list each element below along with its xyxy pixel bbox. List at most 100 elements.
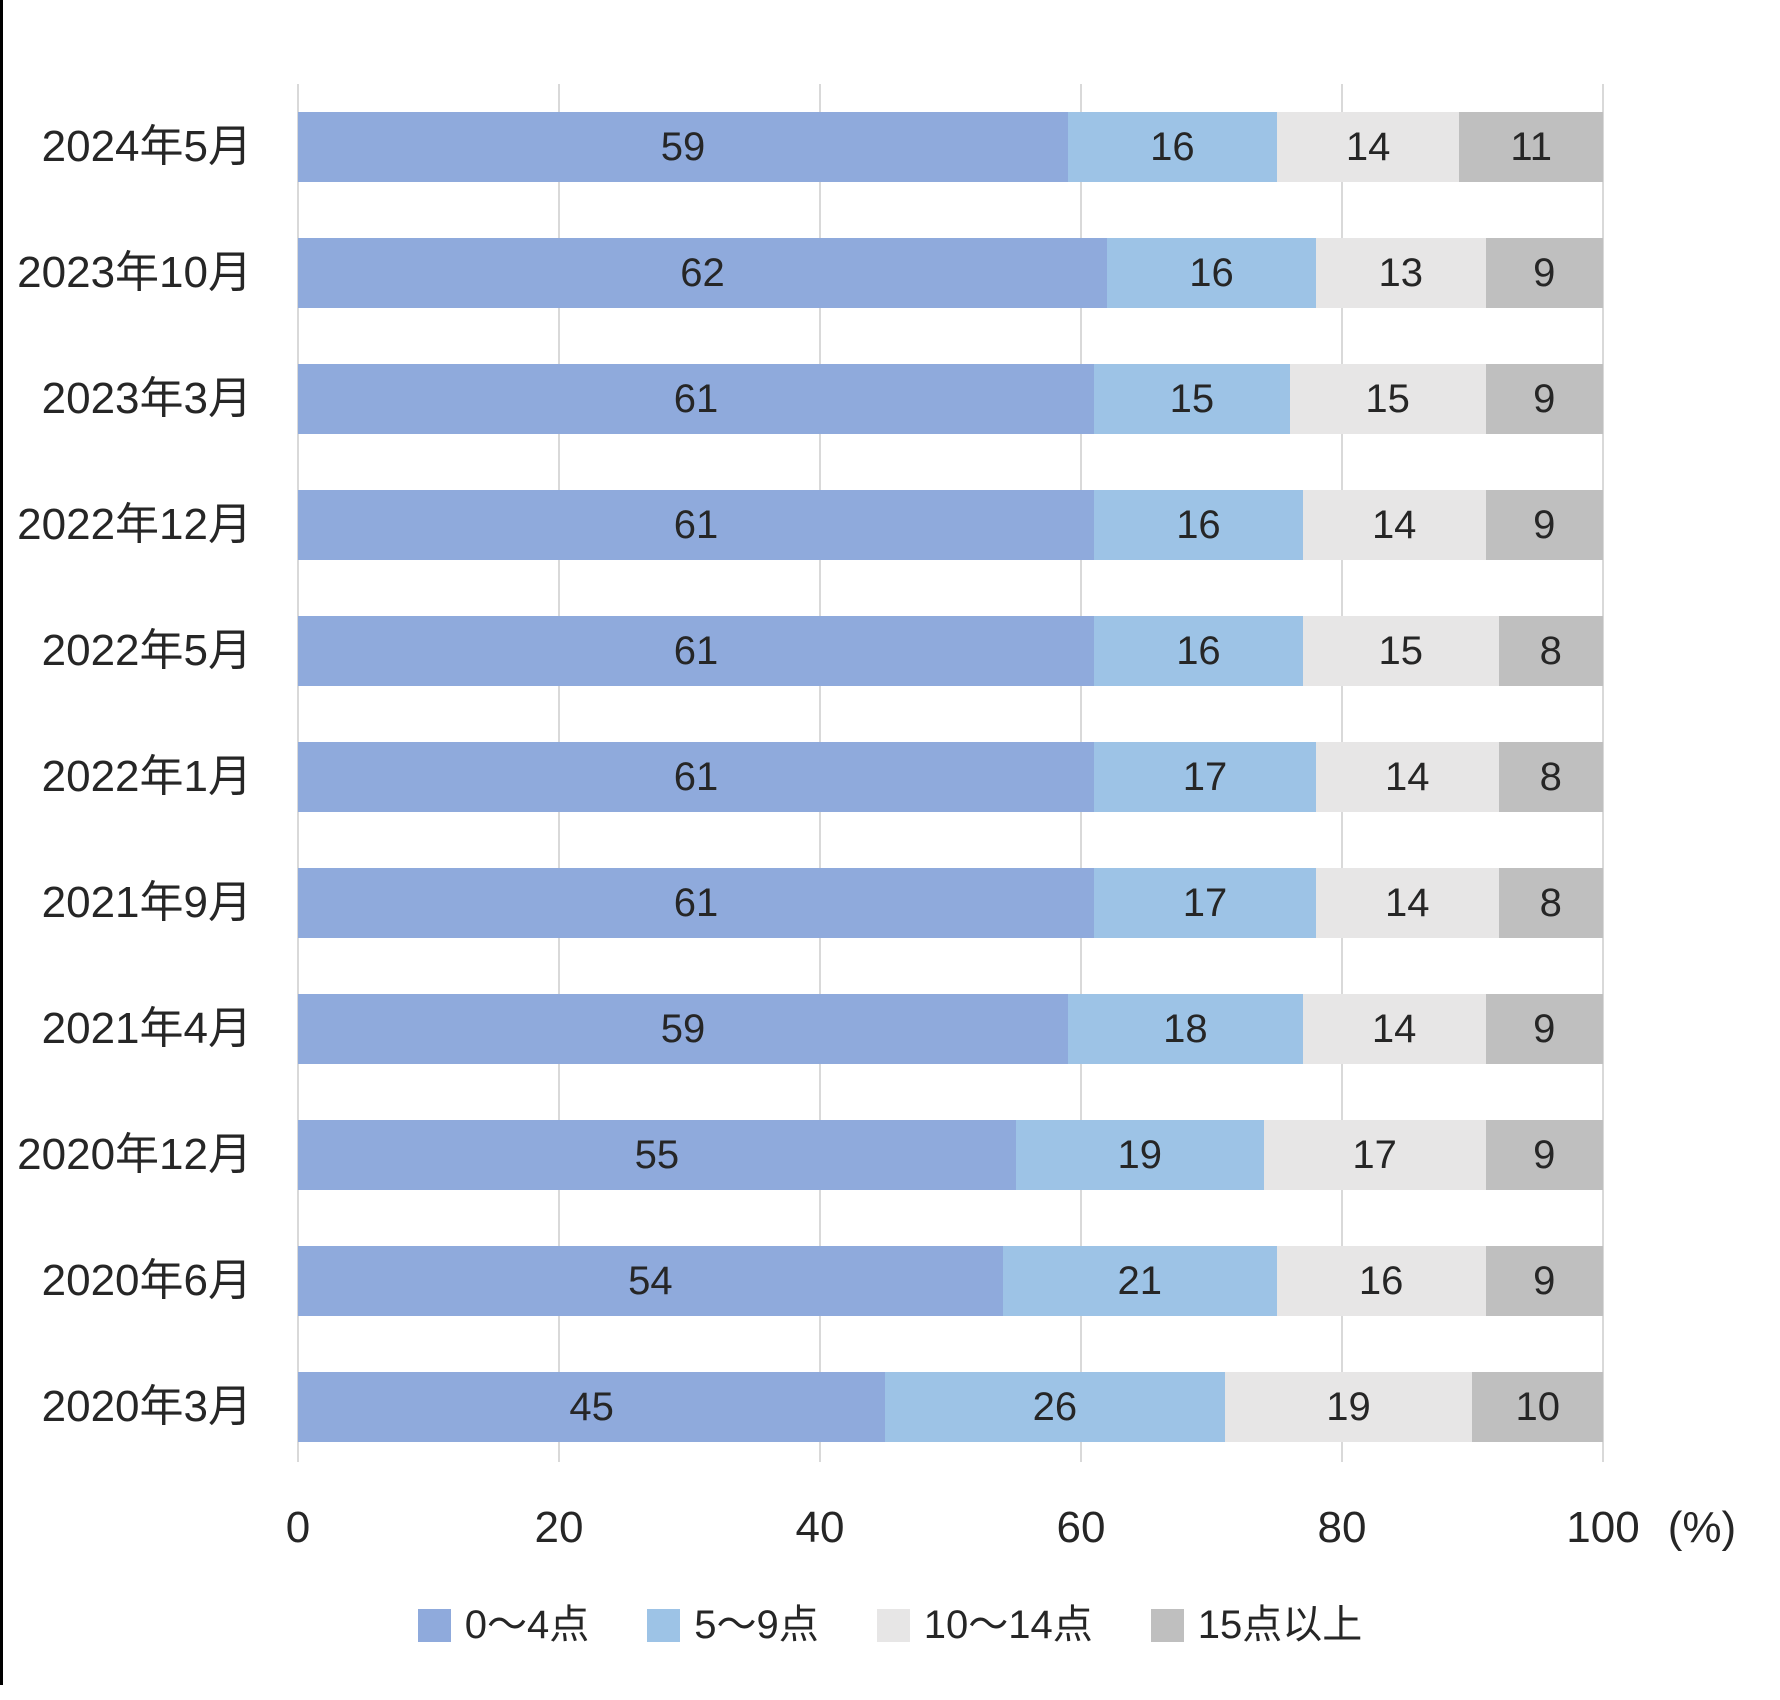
x-tick-label-80: 80 bbox=[1317, 1503, 1367, 1552]
bar-track: 59 16 14 11 bbox=[298, 112, 1603, 182]
bar-segment-10〜14点: 17 bbox=[1263, 1120, 1486, 1190]
bar-segment-5〜9点: 17 bbox=[1094, 868, 1316, 938]
bar-segment-15点以上: 8 bbox=[1498, 616, 1603, 686]
bar-row: 2024年5月 59 16 14 11 bbox=[0, 84, 1780, 210]
bar-value-label: 18 bbox=[1163, 1007, 1208, 1051]
bar-track: 62 16 13 9 bbox=[298, 238, 1603, 308]
bar-track: 61 16 15 8 bbox=[298, 616, 1603, 686]
bar-segment-5〜9点: 16 bbox=[1094, 490, 1303, 560]
bar-segment-0〜4点: 54 bbox=[298, 1246, 1003, 1316]
bar-value-label: 15 bbox=[1169, 377, 1215, 421]
bar-segment-0〜4点: 59 bbox=[298, 112, 1068, 182]
bar-segment-5〜9点: 17 bbox=[1094, 742, 1316, 812]
bar-track: 59 18 14 9 bbox=[298, 994, 1603, 1064]
bar-value-label: 45 bbox=[569, 1385, 614, 1429]
bar-segment-5〜9点: 15 bbox=[1094, 364, 1290, 434]
bar-row: 2021年4月 59 18 14 9 bbox=[0, 966, 1780, 1092]
legend-label: 10〜14点 bbox=[923, 1603, 1093, 1647]
bar-value-label: 16 bbox=[1150, 125, 1195, 169]
bar-row: 2022年5月 61 16 15 8 bbox=[0, 588, 1780, 714]
legend-swatch-icon bbox=[876, 1608, 910, 1642]
bar-segment-0〜4点: 59 bbox=[298, 994, 1068, 1064]
bar-value-label: 15 bbox=[1378, 629, 1423, 673]
bar-segment-10〜14点: 16 bbox=[1276, 1246, 1486, 1316]
bar-row: 2020年3月 45 26 19 10 bbox=[0, 1344, 1780, 1470]
bar-value-label: 16 bbox=[1189, 251, 1234, 295]
legend-item-10〜14点: 10〜14点 bbox=[876, 1603, 1093, 1647]
bar-value-label: 9 bbox=[1533, 1007, 1556, 1051]
bar-segment-10〜14点: 15 bbox=[1302, 616, 1499, 686]
bar-value-label: 55 bbox=[634, 1133, 680, 1177]
legend-swatch-icon bbox=[1150, 1608, 1184, 1642]
bar-track: 54 21 16 9 bbox=[298, 1246, 1603, 1316]
bar-segment-5〜9点: 21 bbox=[1002, 1246, 1277, 1316]
bar-segment-0〜4点: 61 bbox=[298, 742, 1095, 812]
chart-legend: 0〜4点 5〜9点 10〜14点 15点以上 bbox=[0, 1605, 1780, 1645]
bar-value-label: 61 bbox=[673, 755, 719, 799]
category-label: 2020年12月 bbox=[17, 1130, 252, 1179]
bar-track: 61 17 14 8 bbox=[298, 868, 1603, 938]
bar-segment-15点以上: 9 bbox=[1485, 994, 1603, 1064]
bar-value-label: 61 bbox=[673, 629, 719, 673]
x-tick-label-100: 100 bbox=[1566, 1503, 1640, 1552]
bar-value-label: 61 bbox=[673, 881, 719, 925]
bar-segment-10〜14点: 14 bbox=[1302, 490, 1486, 560]
bar-segment-5〜9点: 18 bbox=[1067, 994, 1303, 1064]
category-label: 2023年3月 bbox=[41, 374, 252, 423]
x-tick-label-0: 0 bbox=[285, 1503, 311, 1552]
bar-value-label: 11 bbox=[1510, 125, 1552, 169]
category-label: 2020年6月 bbox=[41, 1256, 252, 1305]
x-tick-label-20: 20 bbox=[534, 1503, 584, 1552]
bar-segment-0〜4点: 45 bbox=[298, 1372, 886, 1442]
bar-segment-0〜4点: 55 bbox=[298, 1120, 1016, 1190]
category-label: 2020年3月 bbox=[41, 1382, 252, 1431]
bar-segment-0〜4点: 61 bbox=[298, 616, 1095, 686]
bar-segment-15点以上: 9 bbox=[1485, 238, 1603, 308]
bar-value-label: 16 bbox=[1176, 629, 1221, 673]
bar-value-label: 8 bbox=[1539, 881, 1562, 925]
bar-row: 2023年3月 61 15 15 9 bbox=[0, 336, 1780, 462]
bar-row: 2020年6月 54 21 16 9 bbox=[0, 1218, 1780, 1344]
legend-label: 0〜4点 bbox=[464, 1603, 590, 1647]
bar-segment-15点以上: 8 bbox=[1498, 742, 1603, 812]
legend-item-0〜4点: 0〜4点 bbox=[417, 1603, 590, 1647]
bar-segment-10〜14点: 15 bbox=[1289, 364, 1486, 434]
bar-value-label: 16 bbox=[1358, 1259, 1404, 1303]
bar-row: 2022年1月 61 17 14 8 bbox=[0, 714, 1780, 840]
bar-value-label: 9 bbox=[1533, 251, 1556, 295]
bar-value-label: 17 bbox=[1352, 1133, 1397, 1177]
bar-segment-15点以上: 8 bbox=[1498, 868, 1603, 938]
bar-segment-15点以上: 10 bbox=[1472, 1372, 1603, 1442]
bar-value-label: 61 bbox=[673, 503, 719, 547]
bar-segment-5〜9点: 16 bbox=[1094, 616, 1303, 686]
category-label: 2024年5月 bbox=[41, 122, 252, 171]
bar-value-label: 17 bbox=[1182, 755, 1228, 799]
bar-value-label: 14 bbox=[1384, 881, 1430, 925]
bar-segment-15点以上: 9 bbox=[1485, 1246, 1603, 1316]
bar-value-label: 19 bbox=[1326, 1385, 1371, 1429]
category-label: 2022年5月 bbox=[41, 626, 252, 675]
bar-segment-5〜9点: 26 bbox=[885, 1372, 1225, 1442]
bar-segment-5〜9点: 16 bbox=[1107, 238, 1316, 308]
bar-value-label: 17 bbox=[1182, 881, 1228, 925]
category-label: 2023年10月 bbox=[17, 248, 252, 297]
legend-swatch-icon bbox=[647, 1608, 681, 1642]
bar-segment-10〜14点: 19 bbox=[1224, 1372, 1473, 1442]
bar-value-label: 16 bbox=[1176, 503, 1221, 547]
bar-row: 2021年9月 61 17 14 8 bbox=[0, 840, 1780, 966]
legend-item-5〜9点: 5〜9点 bbox=[647, 1605, 819, 1645]
bar-value-label: 59 bbox=[660, 125, 706, 169]
bar-value-label: 15 bbox=[1365, 377, 1410, 421]
x-tick-label-60: 60 bbox=[1056, 1503, 1106, 1552]
category-label: 2022年12月 bbox=[17, 500, 252, 549]
bar-segment-10〜14点: 14 bbox=[1302, 994, 1486, 1064]
bar-value-label: 62 bbox=[680, 251, 725, 295]
bar-segment-5〜9点: 19 bbox=[1015, 1120, 1264, 1190]
bar-track: 61 17 14 8 bbox=[298, 742, 1603, 812]
gridline-100 bbox=[1602, 84, 1604, 1462]
bar-segment-15点以上: 9 bbox=[1485, 364, 1603, 434]
bar-segment-0〜4点: 61 bbox=[298, 364, 1095, 434]
bar-value-label: 9 bbox=[1533, 1133, 1556, 1177]
bar-row: 2022年12月 61 16 14 9 bbox=[0, 462, 1780, 588]
legend-swatch-icon bbox=[417, 1608, 451, 1642]
